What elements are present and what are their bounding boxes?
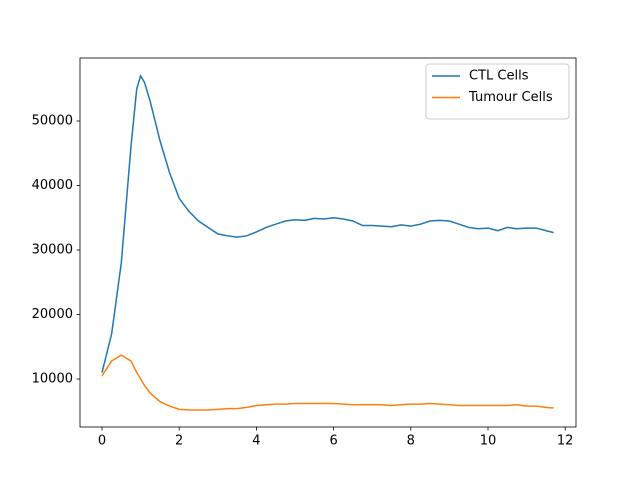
y-tick-label: 30000 xyxy=(32,243,73,258)
data-line xyxy=(101,74,554,373)
y-tick-label: 50000 xyxy=(32,114,73,129)
x-tick-label: 8 xyxy=(407,434,415,449)
legend-label: Tumour Cells xyxy=(468,90,553,105)
data-line xyxy=(101,354,554,411)
x-tick-label: 6 xyxy=(329,434,337,449)
x-tick-label: 0 xyxy=(98,434,106,449)
x-tick-label: 2 xyxy=(175,434,183,449)
legend-box xyxy=(425,63,570,120)
x-tick-label: 4 xyxy=(252,434,260,449)
legend-label: CTL Cells xyxy=(469,69,529,84)
x-tick-label: 12 xyxy=(557,434,574,449)
y-tick-label: 20000 xyxy=(32,307,73,322)
y-tick-label: 10000 xyxy=(32,372,73,387)
x-tick-label: 10 xyxy=(480,434,497,449)
axes-frame xyxy=(79,57,577,428)
y-tick-label: 40000 xyxy=(32,178,73,193)
